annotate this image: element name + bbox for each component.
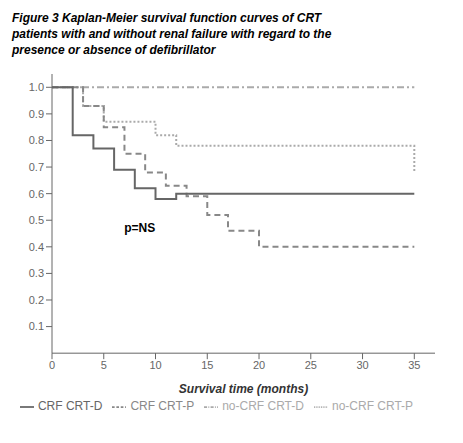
html-text:Figure 3 Kaplan-Meier survival: Figure 3 Kaplan-Meier survival function …	[12, 11, 322, 25]
svg-text:0.5: 0.5	[29, 214, 44, 226]
html-text:patients with and without rena: patients with and without renal failure …	[12, 27, 332, 41]
svg-text:10: 10	[149, 359, 161, 371]
svg-text:Survival time (months): Survival time (months)	[179, 382, 308, 396]
html-text:CRF CRT-P: CRF CRT-P	[130, 399, 195, 414]
svg-text:0.9: 0.9	[29, 108, 44, 120]
svg-text:p=NS: p=NS	[124, 221, 155, 235]
svg-text:0.4: 0.4	[29, 241, 44, 253]
html-text:CRF CRT-D: CRF CRT-D	[37, 399, 103, 414]
svg-text:30: 30	[356, 359, 368, 371]
svg-text:0.2: 0.2	[29, 294, 44, 306]
svg-text:20: 20	[253, 359, 265, 371]
html-text:no-CRF CRT-P: no-CRF CRT-P	[332, 399, 414, 414]
svg-text:1.0: 1.0	[29, 81, 44, 93]
svg-text:5: 5	[101, 359, 107, 371]
svg-text:0: 0	[49, 359, 55, 371]
svg-text:0.7: 0.7	[29, 161, 44, 173]
svg-text:35: 35	[408, 359, 420, 371]
svg-text:0.3: 0.3	[29, 267, 44, 279]
svg-text:0.1: 0.1	[29, 320, 44, 332]
html-text:no-CRF CRT-D: no-CRF CRT-D	[222, 399, 304, 414]
svg-text:15: 15	[201, 359, 213, 371]
svg-text:0.8: 0.8	[29, 134, 44, 146]
svg-text:25: 25	[305, 359, 317, 371]
svg-text:0.6: 0.6	[29, 188, 44, 200]
html-text:presence or absence of defibri: presence or absence of defibrillator	[12, 43, 216, 57]
